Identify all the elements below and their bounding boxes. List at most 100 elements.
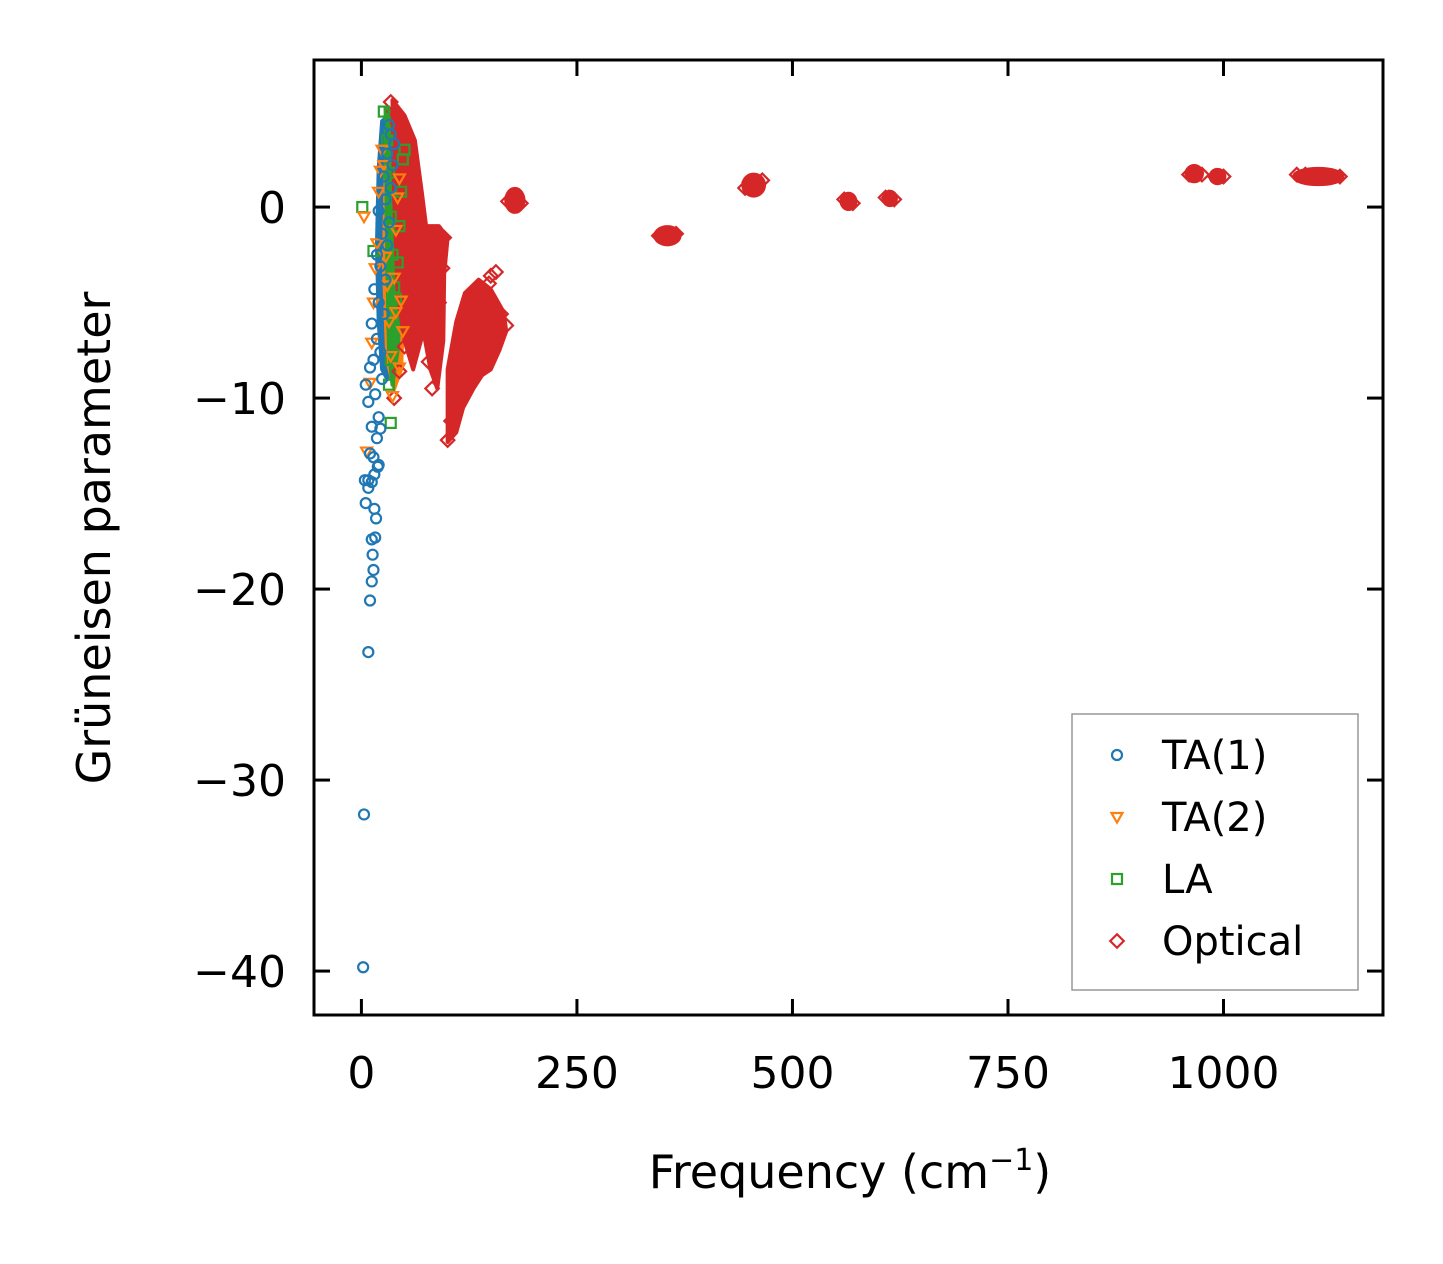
point-ta-1-34 [377,307,390,321]
point-optical-40 [650,227,668,245]
legend-label-optical: Optical [1162,919,1303,965]
point-ta-2-7 [371,186,387,200]
point-ta-1-32 [370,332,384,345]
point-ta-1-28 [376,372,389,386]
point-ta-1-45 [384,181,397,195]
point-optical-49 [753,172,771,189]
point-optical-39 [512,194,530,212]
point-ta-2-15 [385,391,400,404]
point-optical-22 [439,431,456,449]
point-optical-48 [749,177,767,195]
point-ta-2-19 [391,173,407,187]
point-ta-1-41 [376,227,389,240]
point-optical-16 [420,353,437,371]
point-optical-28 [465,309,482,327]
point-ta-1-0 [357,961,370,974]
point-optical-46 [741,173,758,191]
point-optical-13 [410,206,427,224]
point-optical-9 [396,338,413,355]
point-ta-1-27 [359,378,372,391]
point-ta-1-26 [369,388,382,401]
plot-frame [312,58,1385,1017]
point-optical-55 [885,191,903,208]
point-ta-1-31 [374,346,387,359]
point-optical-32 [482,267,500,285]
point-optical-34 [492,305,510,323]
point-optical-37 [503,189,521,206]
point-ta-2-21 [395,326,411,339]
point-optical-10 [399,303,417,321]
ticks-layer: 0 250 500 750 1000 0 −10 −20 −30 −40 [193,60,1383,1099]
x-tick-label-750: 750 [966,1048,1050,1099]
point-la-11 [384,416,397,429]
point-ta-1-15 [365,476,378,489]
point-la-9 [384,353,397,366]
point-ta-1-30 [367,353,380,366]
point-la-5 [384,210,397,223]
point-ta-2-23 [388,307,404,320]
point-la-2 [377,105,390,118]
point-optical-51 [840,193,857,210]
legend-marker-la [1110,872,1124,886]
point-optical-36 [499,193,517,210]
point-optical-33 [487,263,505,281]
y-tick-label--10: −10 [193,374,286,425]
point-ta-1-51 [382,118,396,132]
point-la-12 [389,292,402,305]
y-axis-label: Grüneisen parameter [67,291,121,784]
point-optical-60 [1215,168,1232,185]
point-ta-1-25 [362,395,375,408]
point-ta-2-13 [381,316,397,330]
x-axis-label: Frequency (cm−1) [649,1143,1052,1199]
y-tick-label--40: −40 [193,947,286,998]
point-ta-1-43 [372,204,385,217]
point-optical-27 [460,328,477,346]
point-ta-2-22 [391,362,407,376]
point-ta-1-46 [377,170,390,183]
point-optical-50 [835,191,853,208]
data-points-layer [356,93,1349,974]
point-ta-1-38 [374,260,387,273]
point-la-13 [391,256,404,269]
x-tick-label-1000: 1000 [1168,1048,1280,1099]
point-optical-17 [423,380,441,397]
point-optical-19 [430,294,448,311]
legend-marker-optical [1108,932,1126,950]
point-optical-5 [399,160,417,178]
point-optical-52 [844,194,862,212]
point-ta-1-33 [365,317,378,330]
point-optical-18 [427,336,444,353]
point-optical-14 [413,256,431,273]
point-ta-1-11 [359,497,372,510]
point-ta-1-37 [379,273,392,286]
point-ta-2-17 [388,224,404,238]
x-tick-label-500: 500 [750,1048,834,1099]
point-ta-1-40 [381,239,394,252]
x-axis-label-exponent: −1 [989,1143,1033,1178]
point-optical-21 [435,229,453,246]
point-ta-1-10 [368,502,381,515]
point-ta-2-12 [379,280,395,294]
point-ta-1-39 [370,248,384,261]
point-la-17 [398,143,411,156]
point-ta-2-18 [390,192,406,206]
point-ta-1-44 [379,193,392,206]
point-ta-1-24 [372,411,385,424]
point-optical-35 [497,317,515,334]
point-optical-8 [391,363,408,380]
point-ta-1-23 [365,420,378,433]
point-ta-2-14 [383,350,399,364]
point-ta-1-48 [381,147,394,160]
point-ta-1-3 [363,594,377,607]
x-axis-label-text: Frequency (cm [649,1145,989,1199]
y-tick-label-0: 0 [258,183,286,234]
y-tick-label--30: −30 [193,756,286,807]
point-ta-1-35 [372,296,385,309]
point-ta-1-47 [386,158,399,172]
y-tick-label--20: −20 [193,565,286,616]
legend-marker-ta-1 [1110,748,1124,762]
point-ta-1-8 [369,531,382,544]
point-ta-1-36 [368,283,381,296]
